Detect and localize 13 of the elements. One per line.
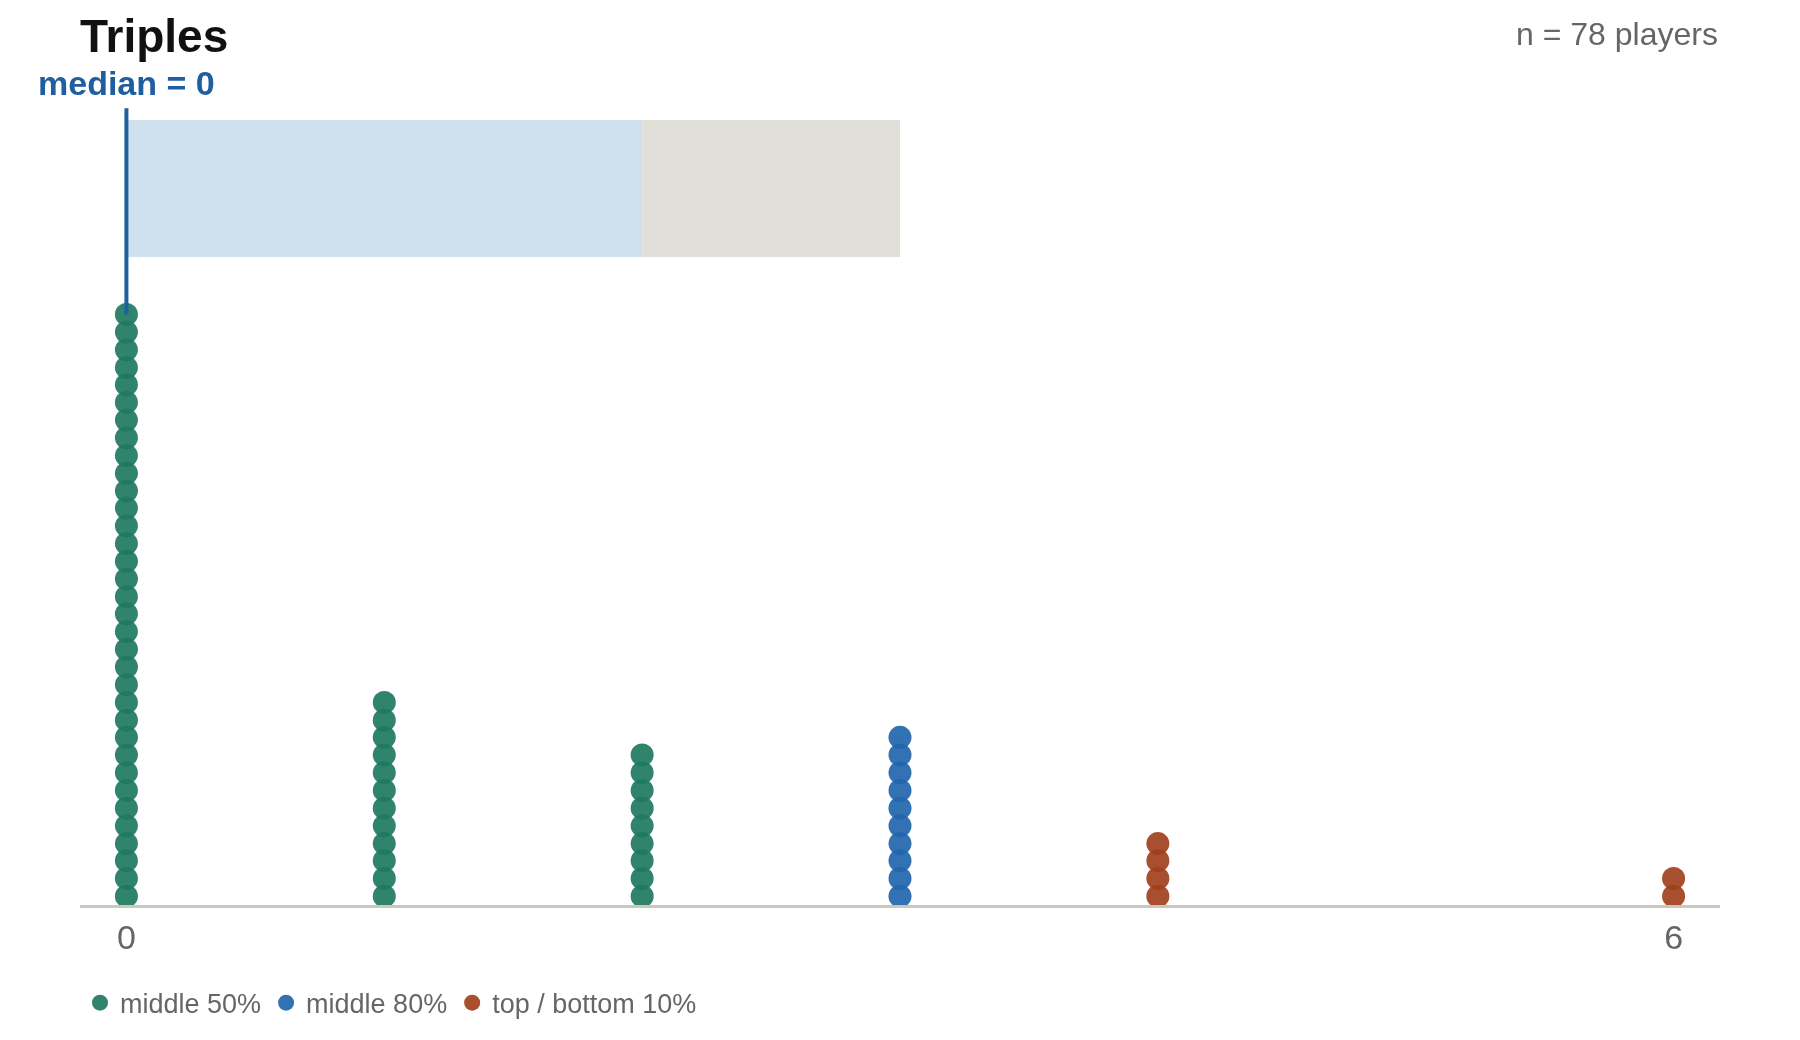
point [372,690,396,714]
legend-label: middle 50% [120,989,262,1020]
point [1662,866,1686,890]
point [888,725,912,749]
point [630,743,654,767]
chart-title: Triples [80,10,229,63]
point [1146,832,1170,856]
x-tick-label: 0 [116,917,136,956]
x-tick-label: 6 [1664,917,1684,956]
ref-line-label: median = 0 [38,64,215,102]
legend-label: middle 80% [306,989,448,1020]
legend-label: top / bottom 10% [492,989,697,1020]
text: n = 78 players [1516,16,1718,52]
